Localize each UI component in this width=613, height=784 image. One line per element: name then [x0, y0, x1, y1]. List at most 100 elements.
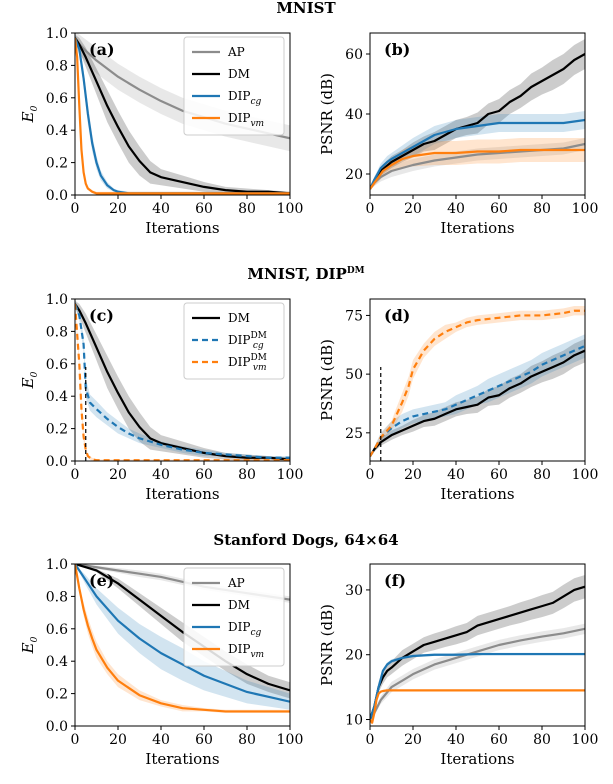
x-tick-label: 20: [404, 467, 422, 483]
series-line-DM: [370, 585, 585, 720]
series-line-DIP_cg^DM: [75, 303, 290, 459]
x-tick-label: 20: [109, 467, 127, 483]
y-axis-label: PSNR (dB): [318, 73, 336, 155]
series-line-DM: [370, 349, 585, 457]
x-tick-label: 80: [533, 201, 551, 217]
panel-label: (b): [384, 40, 410, 59]
legend-label-DIP_cg: DIPcg: [228, 89, 261, 107]
y-tick-label: 0.0: [46, 719, 68, 735]
y-axis-label: PSNR (dB): [318, 604, 336, 686]
x-tick-label: 20: [404, 732, 422, 748]
series-line-DM: [370, 53, 585, 190]
y-tick-label: 1.0: [46, 557, 68, 573]
band-DIP_cg: [75, 564, 290, 710]
y-axis-label: E0: [19, 371, 40, 389]
legend-label-DIP_vm^DM: DIPDM vm: [228, 353, 267, 373]
y-tick-label: 20: [345, 167, 363, 183]
x-tick-label: 40: [152, 467, 170, 483]
y-axis-label: E0: [19, 636, 40, 654]
x-tick-label: 60: [195, 467, 213, 483]
series-line-DM: [75, 564, 290, 692]
x-tick-label: 100: [277, 467, 304, 483]
panel-e: 0 20 40 60 80 100 0.0 0.2 0.4 0.6 0.8 1.0 Iterations…: [19, 557, 303, 768]
x-tick-label: 40: [447, 201, 465, 217]
x-tick-label: 60: [195, 201, 213, 217]
panel-b: 0 20 40 60 80 100 20 40 60 Iterations PSNR (dB) (b): [318, 32, 599, 237]
x-tick-label: 20: [404, 201, 422, 217]
y-tick-label: 1.0: [46, 26, 68, 42]
legend-label-DIP_vm: DIPvm: [228, 111, 264, 129]
series-line-DIP_vm: [75, 564, 290, 713]
x-tick-label: 100: [572, 201, 599, 217]
y-tick-label: 0.6: [46, 91, 68, 107]
x-tick-label: 40: [152, 201, 170, 217]
y-tick-label: 0.4: [46, 389, 68, 405]
y-tick-label: 0.6: [46, 357, 68, 373]
series-line-DIP_vm^DM: [370, 309, 585, 457]
y-tick-label: 25: [345, 426, 363, 442]
panel-label: (c): [89, 306, 114, 325]
legend-label-DM: DM: [228, 598, 250, 612]
y-tick-label: 10: [345, 713, 363, 729]
y-tick-label: 0.2: [46, 422, 68, 438]
series-line-DM: [75, 303, 290, 461]
y-tick-label: 50: [345, 367, 363, 383]
series-line-DIP_cg: [370, 118, 585, 190]
y-tick-label: 0.8: [46, 58, 68, 74]
plot-frame: [369, 563, 586, 727]
y-tick-label: 0.6: [46, 622, 68, 638]
y-tick-label: 0.8: [46, 324, 68, 340]
x-tick-label: 0: [71, 732, 80, 748]
panel-d: 0 20 40 60 80 100 25 50 75 Iterations PSNR (dB) (d): [318, 298, 599, 503]
x-tick-label: 80: [238, 467, 256, 483]
series-line-AP: [370, 627, 585, 721]
band-DM: [370, 338, 585, 458]
series-line-DIP_vm^DM: [75, 303, 290, 461]
series-line-DIP_cg: [370, 652, 585, 720]
x-tick-label: 60: [195, 732, 213, 748]
x-axis-label: Iterations: [145, 485, 219, 503]
series-line-DIP_vm: [370, 689, 585, 724]
legend-label-AP: AP: [227, 45, 245, 59]
panel-label: (f): [384, 571, 406, 590]
y-axis-label: E0: [19, 105, 40, 123]
legend-box: [183, 302, 285, 380]
y-tick-label: 60: [345, 47, 363, 63]
legend-box: [183, 36, 285, 136]
x-tick-label: 0: [366, 732, 375, 748]
panel-f: 0 20 40 60 80 100 10 20 30 Iterations PSNR (dB) (f): [318, 563, 598, 768]
x-tick-label: 0: [71, 467, 80, 483]
panel-label: (a): [89, 40, 115, 59]
series-line-DM: [75, 37, 290, 195]
x-tick-label: 40: [447, 467, 465, 483]
x-tick-label: 100: [572, 467, 599, 483]
x-tick-label: 40: [152, 732, 170, 748]
legend-label-DIP_vm: DIPvm: [228, 642, 264, 660]
band-DIP_cg: [370, 652, 585, 721]
y-tick-label: 0.8: [46, 589, 68, 605]
x-tick-label: 0: [366, 467, 375, 483]
band-DIP_vm: [370, 689, 585, 725]
x-tick-label: 100: [277, 732, 304, 748]
x-tick-label: 0: [71, 201, 80, 217]
x-tick-label: 60: [490, 467, 508, 483]
y-tick-label: 0.0: [46, 454, 68, 470]
x-tick-label: 60: [490, 732, 508, 748]
plot-frame: [369, 298, 586, 462]
y-tick-label: 20: [345, 648, 363, 664]
legend-label-DM: DM: [228, 67, 250, 81]
row-title-stanford-dogs: Stanford Dogs, 64×64: [213, 531, 398, 549]
plot-frame: [74, 298, 291, 462]
plot-frame: [74, 563, 291, 727]
series-line-DIP_vm: [75, 37, 290, 195]
x-axis-label: Iterations: [145, 750, 219, 768]
x-tick-label: 60: [490, 201, 508, 217]
row-title-mnist-dipdm: MNIST, DIPDM: [247, 265, 364, 283]
band-DM: [370, 575, 585, 721]
x-axis-label: Iterations: [145, 219, 219, 237]
x-tick-label: 20: [109, 201, 127, 217]
x-tick-label: 80: [238, 732, 256, 748]
row-title-mnist: MNIST: [276, 0, 336, 17]
band-DM: [370, 39, 585, 191]
